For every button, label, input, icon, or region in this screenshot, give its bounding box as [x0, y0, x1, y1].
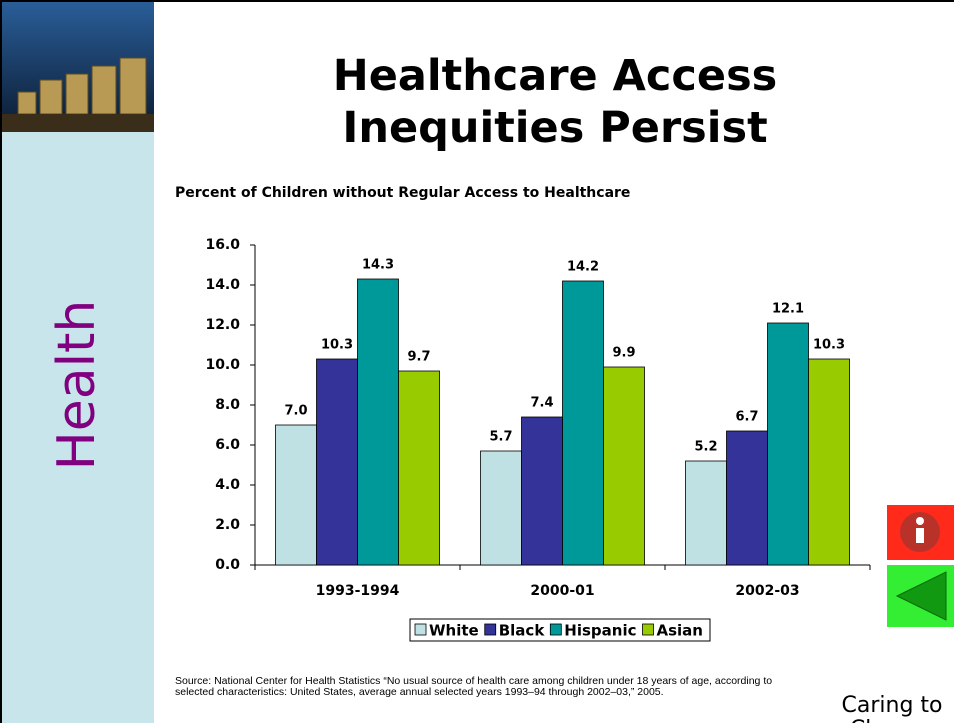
- bar: [562, 280, 604, 566]
- back-button[interactable]: [887, 565, 954, 627]
- y-tick-label: 0.0: [215, 557, 240, 573]
- source-note: Source: National Center for Health Stati…: [175, 675, 773, 698]
- y-tick-label: 4.0: [215, 477, 240, 493]
- bar: [685, 460, 727, 566]
- bar: [521, 416, 563, 566]
- legend-swatch: [642, 623, 654, 636]
- legend-swatch: [484, 623, 497, 636]
- y-tick-label: 6.0: [215, 437, 240, 453]
- legend-swatch: [414, 623, 427, 636]
- coin-stacks: [17, 57, 147, 115]
- legend-label: White: [429, 622, 479, 640]
- bar-value-label: 14.2: [567, 260, 599, 275]
- bar: [767, 322, 809, 566]
- bar-value-label: 9.9: [612, 346, 635, 361]
- bar-value-label: 7.0: [284, 404, 307, 419]
- bar-value-label: 14.3: [362, 258, 394, 273]
- y-tick-label: 14.0: [205, 277, 240, 293]
- bar-value-label: 10.3: [321, 338, 353, 353]
- bar-value-label: 12.1: [772, 302, 804, 317]
- bar: [275, 424, 317, 566]
- bar: [398, 370, 440, 566]
- bar: [316, 358, 358, 566]
- legend-label: Hispanic: [564, 622, 636, 640]
- footer-tagline: Caring to Change: [841, 693, 943, 723]
- sidebar-label: Health: [47, 300, 107, 471]
- legend-swatch: [549, 623, 562, 636]
- bar: [726, 430, 768, 566]
- table-surface: [0, 114, 154, 132]
- bar: [603, 366, 645, 566]
- bar-value-label: 5.7: [489, 430, 512, 445]
- y-tick-label: 2.0: [215, 517, 240, 533]
- bar-value-label: 7.4: [530, 396, 553, 411]
- legend-label: Black: [499, 622, 546, 640]
- y-tick-label: 12.0: [205, 317, 240, 333]
- slide-title: Healthcare Access Inequities Persist: [333, 51, 778, 153]
- bar: [357, 278, 399, 566]
- x-tick-label: 2002-03: [735, 583, 799, 599]
- x-tick-label: 1993-1994: [316, 583, 400, 599]
- y-tick-label: 8.0: [215, 397, 240, 413]
- bar-value-label: 5.2: [694, 440, 717, 455]
- bar: [480, 450, 522, 566]
- x-tick-label: 2000-01: [530, 583, 594, 599]
- bar: [808, 358, 850, 566]
- chart: 0.0 2.0 4.0 6.0 8.0 10.0 12.0 14.0 16.0 1993-1994…: [205, 237, 871, 642]
- y-tick-label: 10.0: [205, 357, 240, 373]
- y-tick-label: 16.0: [205, 237, 240, 253]
- legend-label: Asian: [657, 622, 703, 640]
- bar-value-label: 9.7: [407, 350, 430, 365]
- legend: White Black Hispanic Asian: [409, 618, 711, 642]
- bar-value-label: 6.7: [735, 410, 758, 425]
- bar-value-label: 10.3: [813, 338, 845, 353]
- chart-title: Percent of Children without Regular Acce…: [175, 185, 630, 201]
- info-button[interactable]: [887, 505, 954, 560]
